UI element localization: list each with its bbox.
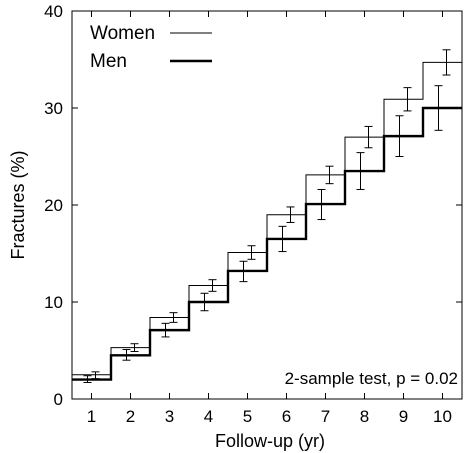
y-axis-title: Fractures (%) [8, 150, 28, 259]
error-bar-men [317, 188, 326, 221]
error-bar-women [247, 245, 256, 260]
y-tick-label: 40 [44, 2, 63, 21]
error-bar-women [208, 279, 217, 292]
step-line-women [72, 61, 462, 376]
y-tick-label: 30 [44, 99, 63, 118]
error-bar-women [169, 312, 178, 323]
error-bar-women [286, 206, 295, 223]
x-tick-label: 3 [165, 407, 174, 426]
error-bar-men [83, 375, 92, 384]
series-women [72, 49, 462, 380]
error-bar-women [130, 343, 139, 352]
y-tick-label: 0 [54, 390, 63, 409]
error-bar-men [434, 85, 443, 131]
legend-label-women: Women [90, 23, 155, 44]
x-tick-label: 2 [126, 407, 135, 426]
error-bar-women [442, 49, 451, 76]
step-line-men [72, 106, 462, 381]
axis-ticks [72, 10, 462, 400]
error-bar-men [200, 292, 209, 312]
x-tick-label: 8 [360, 407, 369, 426]
tick-labels: 0 10 20 30 40 1 2 3 4 5 6 7 8 9 10 [44, 2, 452, 426]
x-tick-label: 10 [433, 407, 452, 426]
error-bar-women [364, 125, 373, 149]
x-tick-label: 7 [321, 407, 330, 426]
error-bar-men [395, 115, 404, 157]
legend: Women Men [90, 23, 212, 72]
error-bar-men [278, 225, 287, 253]
x-tick-label: 4 [204, 407, 213, 426]
x-tick-label: 5 [243, 407, 252, 426]
series-men [72, 85, 462, 384]
error-bar-men [122, 349, 131, 361]
x-tick-label: 9 [399, 407, 408, 426]
series-layer [72, 49, 462, 384]
error-bar-women [325, 165, 334, 185]
plot-frame [71, 10, 463, 400]
x-tick-label: 1 [87, 407, 96, 426]
error-bar-women [403, 87, 412, 112]
y-tick-label: 20 [44, 196, 63, 215]
x-axis-title: Follow-up (yr) [215, 431, 325, 451]
test-annotation: 2-sample test, p = 0.02 [285, 369, 458, 388]
legend-label-men: Men [90, 51, 127, 72]
error-bar-men [356, 152, 365, 190]
error-bar-men [239, 260, 248, 283]
y-tick-label: 10 [44, 293, 63, 312]
error-bar-men [161, 322, 170, 338]
x-tick-label: 6 [282, 407, 291, 426]
